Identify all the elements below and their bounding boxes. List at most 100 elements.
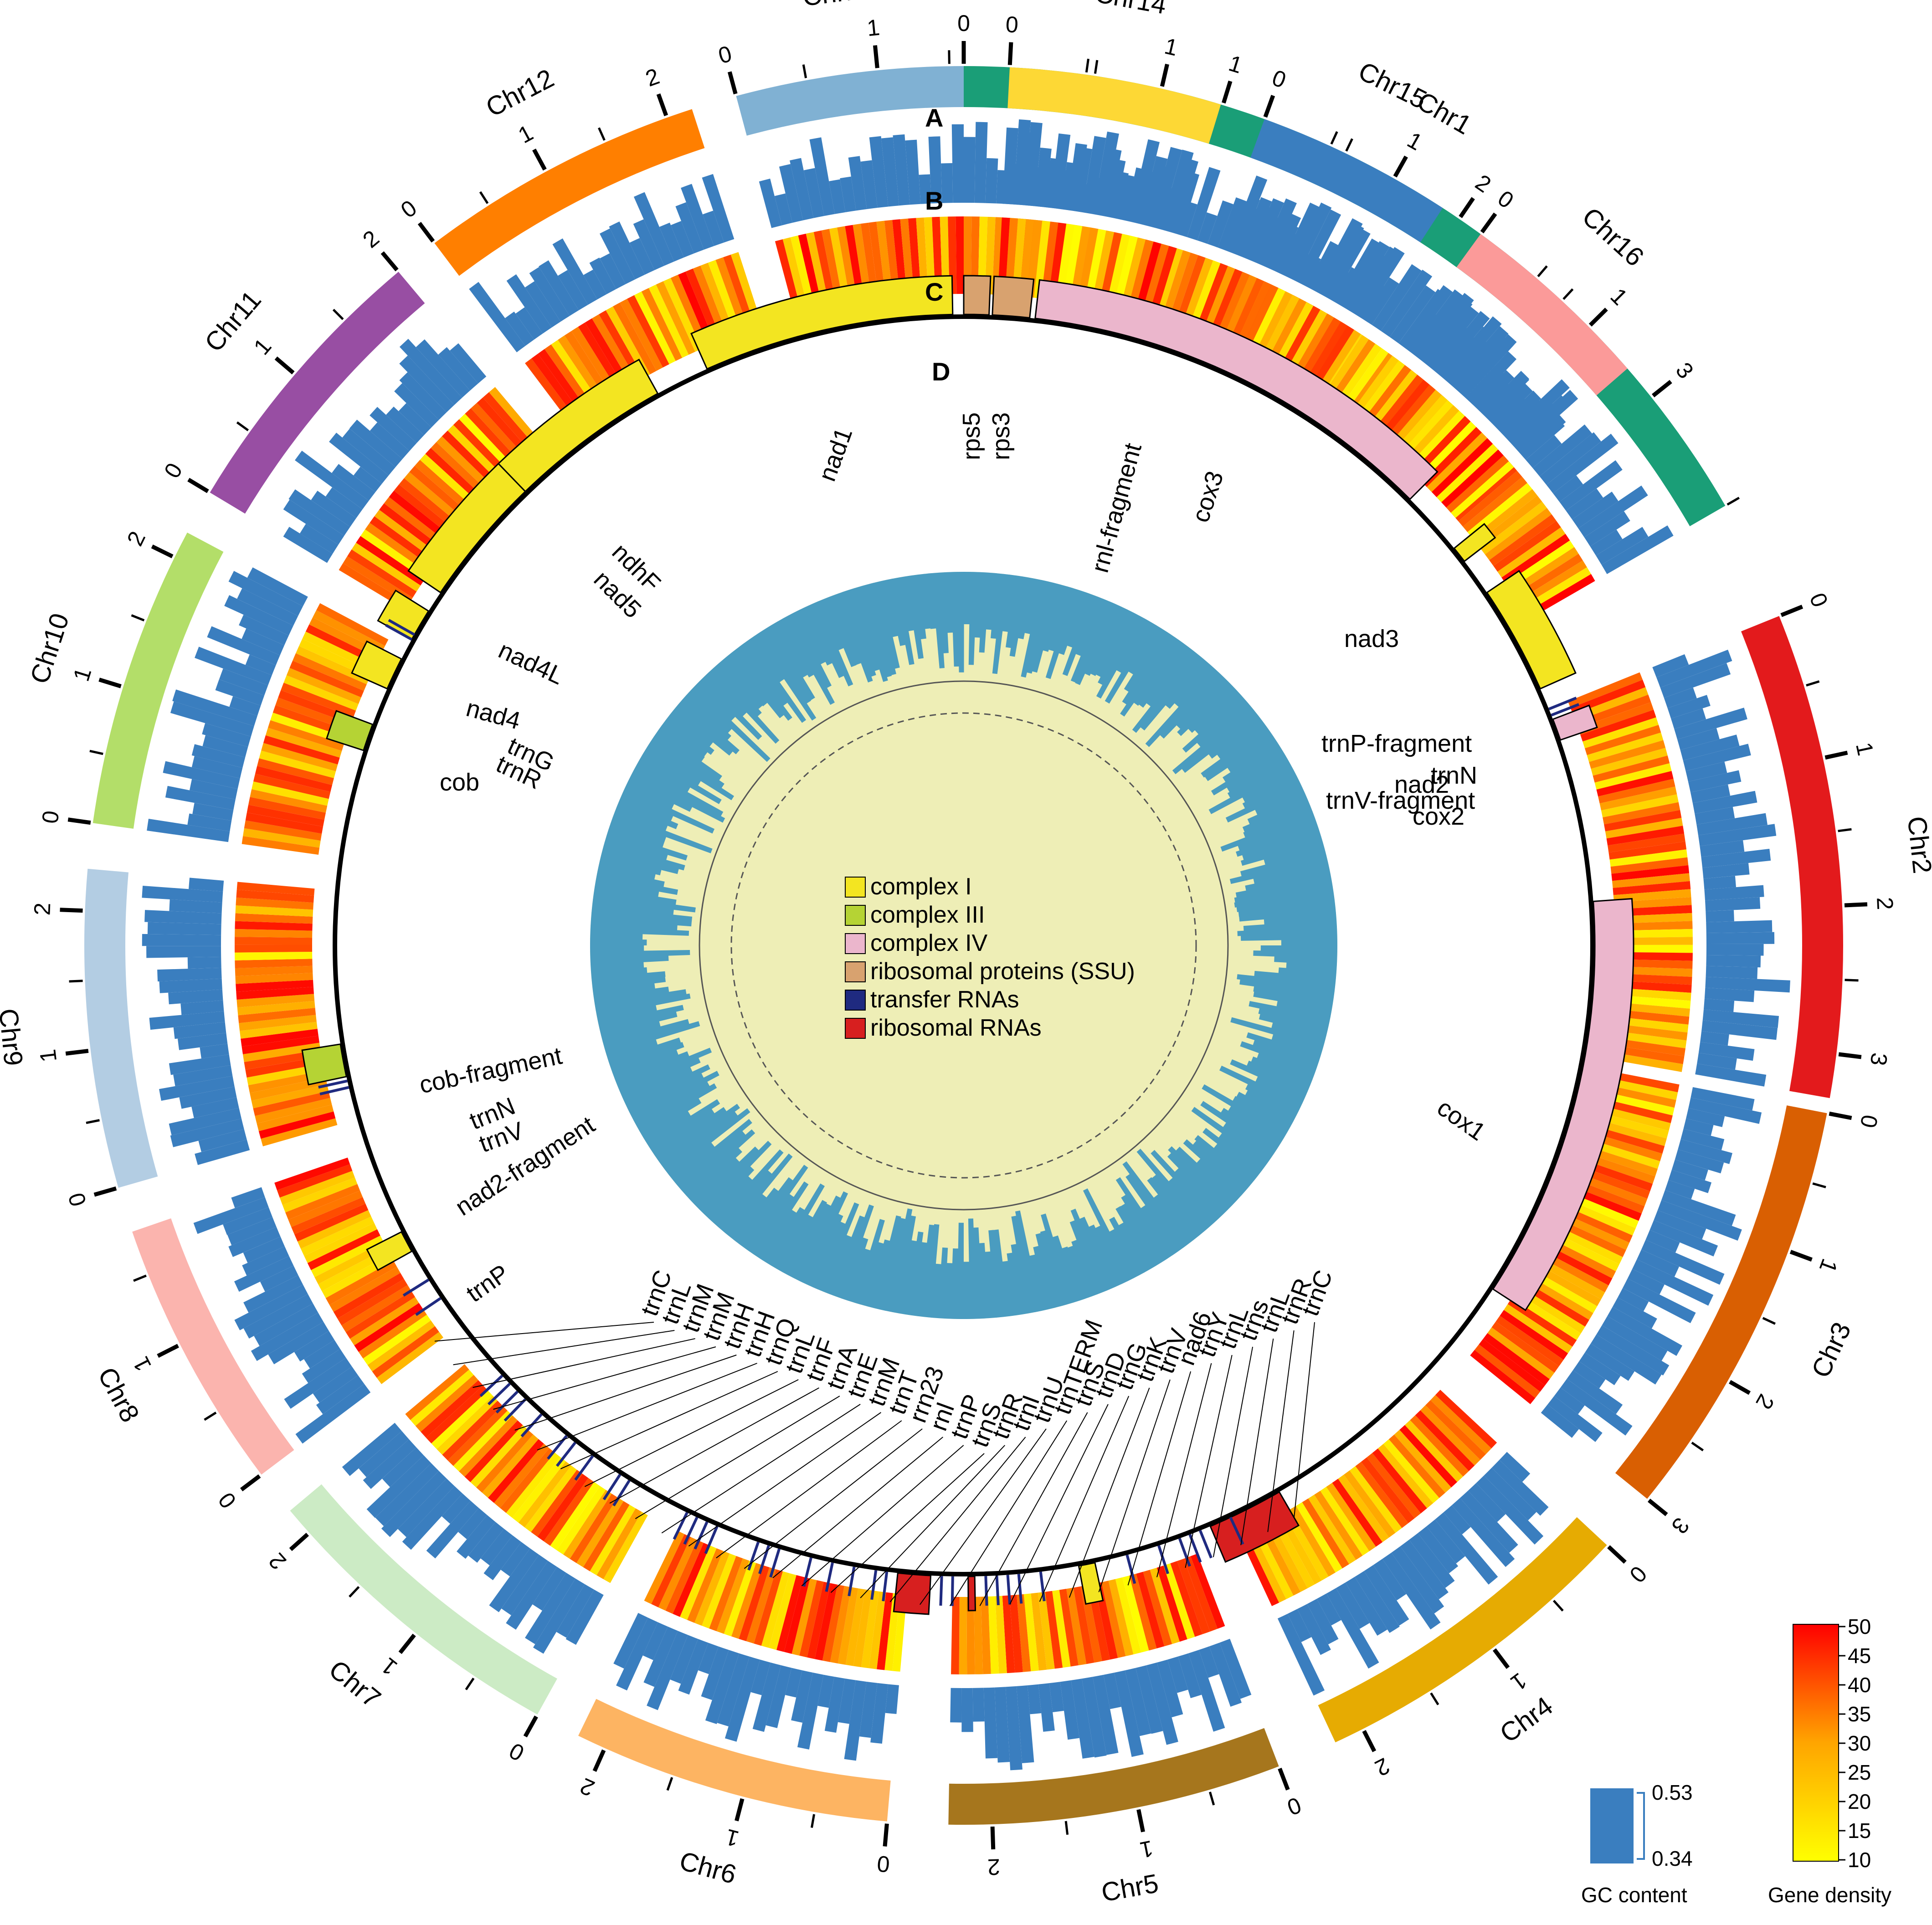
chr2-gc-bar	[1706, 944, 1764, 956]
gene-label-trnp-left: trnP	[461, 1259, 514, 1308]
bottom-leader-line	[1099, 1380, 1170, 1592]
gene-label-rps5: rps5	[958, 412, 985, 460]
gene-rps3	[992, 277, 1034, 318]
chr13-tick	[730, 72, 735, 94]
chr1-tick	[1563, 289, 1572, 299]
density-scale-bar	[1793, 1624, 1839, 1861]
density-scale-label: 40	[1848, 1673, 1871, 1697]
chr7-tick	[291, 1534, 308, 1549]
chr8-tick	[205, 1412, 216, 1420]
chr2-gc-bar	[1706, 955, 1761, 967]
chr6-tick	[668, 1777, 672, 1790]
chr7-tick	[525, 1716, 536, 1736]
chr9-tick	[86, 1120, 99, 1123]
gene-label-cox3: cox3	[1187, 468, 1228, 526]
chr4-tick	[1364, 1731, 1374, 1751]
chr4-label: Chr4	[1495, 1691, 1558, 1748]
bottom-leader-line	[537, 1363, 757, 1450]
legend-swatch	[845, 877, 865, 897]
chr10-tick-label: 1	[68, 665, 97, 684]
chr12-tick-label: 2	[642, 63, 663, 92]
chr13-label: Chr13	[801, 0, 876, 12]
legend-label: transfer RNAs	[870, 986, 1019, 1013]
chr11-tick	[237, 422, 248, 431]
chr3-label: Chr3	[1806, 1318, 1857, 1382]
chr9-gc-bar	[142, 934, 221, 946]
chr7-tick	[349, 1587, 359, 1597]
bottom-leader-line	[802, 1445, 963, 1586]
chr9-label: Chr9	[0, 1007, 28, 1067]
chr7-tick-label: 1	[376, 1653, 402, 1680]
gene-label-cob-fragment: cob-fragment	[417, 1042, 565, 1099]
chr4-tick	[1554, 1601, 1563, 1611]
chr14-tick	[1162, 64, 1167, 87]
bottom-leader-line	[610, 1388, 819, 1503]
density-scale-label: 15	[1848, 1819, 1871, 1843]
chr2-tick	[1825, 753, 1848, 758]
chr9-gc-bar	[148, 922, 221, 935]
chr15-tick-label: 0	[1269, 65, 1290, 93]
chr1-tick-label: 3	[1671, 358, 1699, 384]
chr3-tick	[1829, 1114, 1851, 1118]
chr6-tick-label: 0	[876, 1851, 891, 1877]
inner-gc-bar	[963, 1262, 970, 1319]
chr2-tick	[1845, 904, 1867, 905]
inner-gc-bar	[590, 945, 644, 952]
chr9-gc-bar	[146, 946, 221, 958]
chr5-gc-bar	[973, 1688, 985, 1721]
gene-label-cox2: cox2	[1413, 803, 1464, 830]
trna-mark	[997, 1576, 998, 1605]
chr1-tick-label: 2	[1471, 169, 1496, 198]
gene-label-rps3: rps3	[987, 412, 1015, 460]
chr16-tick	[1590, 309, 1607, 325]
density-scale-label: 25	[1848, 1761, 1871, 1784]
chr6-tick-label: 2	[576, 1773, 598, 1801]
chr3-tick	[1790, 1252, 1812, 1259]
chr9-tick-label: 0	[63, 1190, 91, 1209]
chr7-label: Chr7	[324, 1654, 386, 1714]
chr11-tick	[276, 358, 293, 373]
chr2-tick-label: 1	[1851, 740, 1879, 758]
ring-letter-c: C	[925, 277, 943, 306]
bottom-leader-line	[920, 1429, 1046, 1605]
gene-cob-fragment	[302, 1044, 346, 1085]
chr12-tick	[658, 94, 666, 115]
chr2-gc-bar	[1706, 966, 1758, 979]
chr5-density-band	[951, 1597, 960, 1674]
chr5-tick	[992, 1827, 993, 1849]
gene-label-nad4l: nad4L	[494, 636, 568, 690]
chr4-tick	[1608, 1547, 1625, 1562]
chr9-tick	[60, 910, 83, 911]
bottom-leader-line	[890, 1437, 1025, 1602]
chr16-tick-label: 1	[1605, 283, 1632, 310]
bottom-leader-line	[980, 1412, 1087, 1606]
gc-scale-swatch	[1590, 1788, 1634, 1863]
chr14-tick-label: 1	[1162, 33, 1180, 61]
chr6-tick-label: 1	[723, 1824, 741, 1852]
chr6-tick	[736, 1799, 742, 1821]
gene-rps5	[964, 276, 991, 315]
chr13-gc-bar	[952, 124, 964, 203]
chr14-label: Chr14	[1093, 0, 1169, 20]
bottom-leader-line	[744, 1429, 922, 1569]
gc-content-scale: 0.53 0.34 GC content	[1581, 1781, 1693, 1907]
density-scale-label: 35	[1848, 1702, 1871, 1726]
chr2-gc-bar	[1706, 910, 1734, 922]
chr9-tick-label: 2	[29, 902, 55, 916]
chr12-tick	[419, 223, 433, 241]
chr8-tick	[242, 1476, 260, 1490]
chr9-tick	[66, 1051, 88, 1053]
ring-letter-d: D	[932, 357, 950, 386]
chr2-label: Chr2	[1902, 815, 1932, 875]
chr11-tick-label: 1	[249, 334, 277, 360]
chr2-tick	[1839, 1054, 1861, 1057]
chr11-tick-label: 0	[159, 458, 187, 483]
chr15-tick	[1331, 132, 1337, 144]
gc-scale-bracket	[1637, 1793, 1644, 1859]
gene-label-cob: cob	[440, 769, 479, 796]
bottom-leader-line	[1294, 1322, 1315, 1518]
chr6-label: Chr6	[676, 1846, 740, 1889]
gene-label-nad4: nad4	[463, 694, 524, 735]
bottom-leader-line	[773, 1437, 943, 1578]
